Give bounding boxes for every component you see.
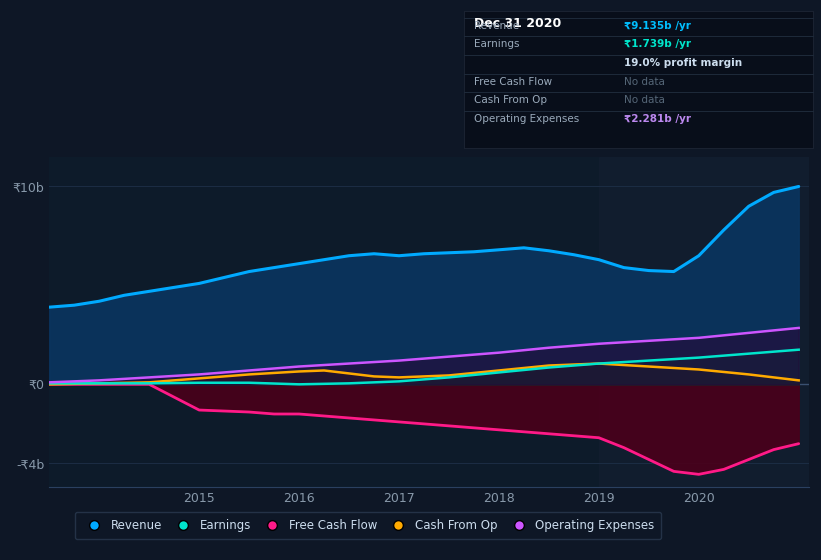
Text: ₹2.281b /yr: ₹2.281b /yr bbox=[624, 114, 691, 124]
Text: Dec 31 2020: Dec 31 2020 bbox=[474, 17, 561, 30]
Text: No data: No data bbox=[624, 77, 665, 87]
Text: ₹1.739b /yr: ₹1.739b /yr bbox=[624, 39, 691, 49]
Text: No data: No data bbox=[624, 95, 665, 105]
Text: Revenue: Revenue bbox=[474, 21, 519, 31]
Text: Cash From Op: Cash From Op bbox=[474, 95, 547, 105]
Bar bbox=[599, 157, 809, 487]
Legend: Revenue, Earnings, Free Cash Flow, Cash From Op, Operating Expenses: Revenue, Earnings, Free Cash Flow, Cash … bbox=[75, 512, 662, 539]
Text: 19.0% profit margin: 19.0% profit margin bbox=[624, 58, 742, 68]
Text: ₹9.135b /yr: ₹9.135b /yr bbox=[624, 21, 690, 31]
Text: Operating Expenses: Operating Expenses bbox=[474, 114, 579, 124]
Text: Free Cash Flow: Free Cash Flow bbox=[474, 77, 552, 87]
Text: Earnings: Earnings bbox=[474, 39, 519, 49]
